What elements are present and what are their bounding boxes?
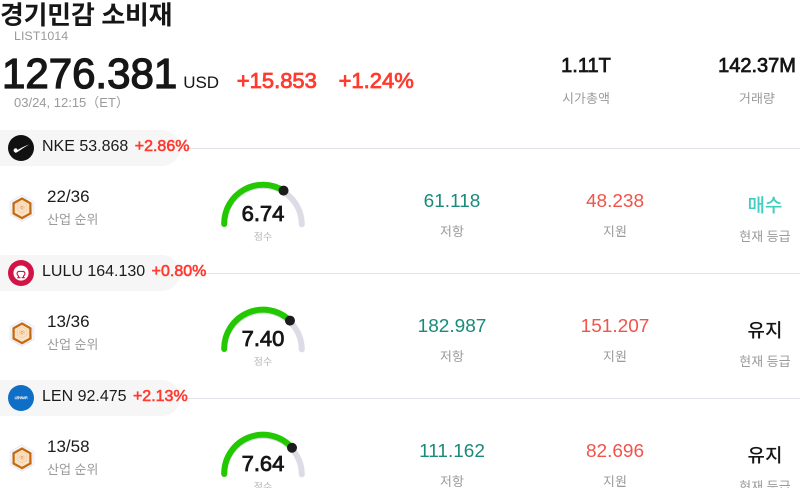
svg-text:LENNAR: LENNAR [15, 396, 28, 400]
